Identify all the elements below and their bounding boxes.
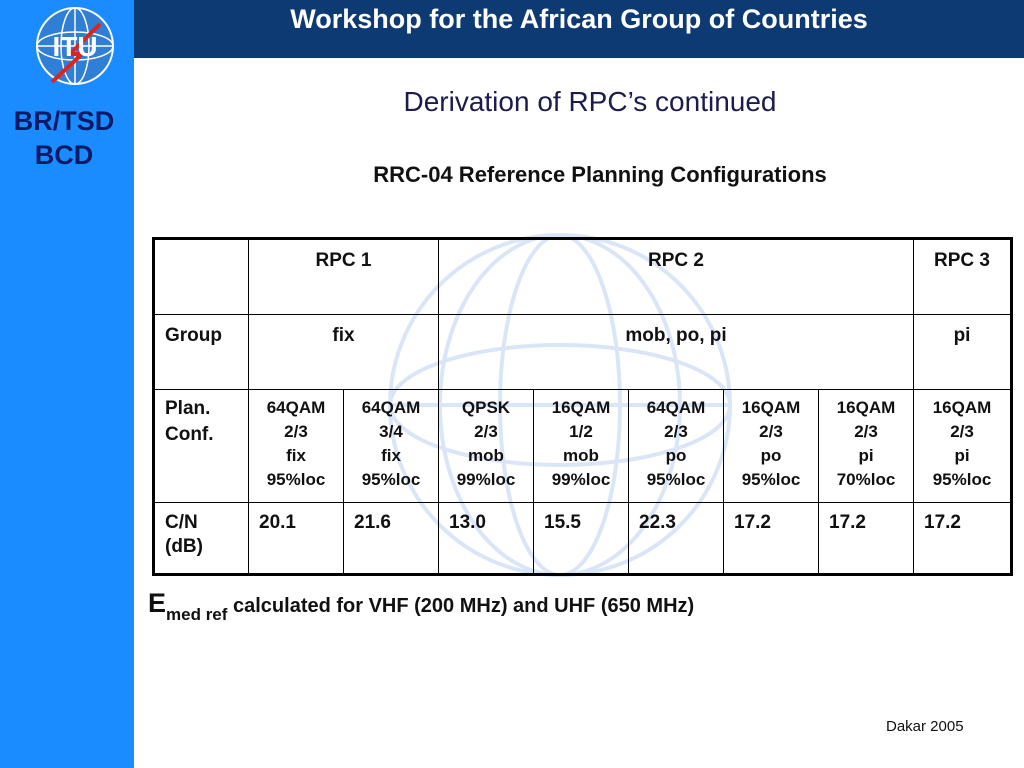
plan-conf-label-line2: Conf. <box>165 424 214 445</box>
cn-value-cell: 17.2 <box>817 502 915 575</box>
slide-title: Derivation of RPC’s continued <box>403 86 777 117</box>
plan-conf-cell: 64QAM 3/4 fix 95%loc <box>343 389 439 503</box>
logo-text: ITU <box>52 31 97 62</box>
header-bar <box>0 0 1024 58</box>
table-header-row: RPC 1 RPC 2 RPC 3 <box>153 238 1013 315</box>
plan-conf-cell: QPSK 2/3 mob 99%loc <box>438 389 534 503</box>
cn-value-cell: 15.5 <box>533 502 629 575</box>
header-title: Workshop for the African Group of Countr… <box>290 4 868 34</box>
plan-conf-cell: 16QAM 2/3 pi 70%loc <box>817 389 915 503</box>
footnote: Emed ref calculated for VHF (200 MHz) an… <box>148 588 694 625</box>
footnote-text: calculated for VHF (200 MHz) and UHF (65… <box>227 595 695 617</box>
plan-conf-label-line1: Plan. <box>165 398 211 419</box>
row-label-group: Group <box>153 314 249 390</box>
cn-value-cell: 17.2 <box>913 502 1013 575</box>
group-rpc1: fix <box>248 314 439 390</box>
footnote-symbol: E <box>148 588 167 618</box>
cn-label-line2: (dB) <box>165 536 203 557</box>
group-rpc2: mob, po, pi <box>437 314 915 390</box>
table-row-group: Group fix mob, po, pi pi <box>153 314 1013 390</box>
cn-value-cell: 17.2 <box>723 502 819 575</box>
cn-value-cell: 20.1 <box>248 502 344 575</box>
cn-value-cell: 22.3 <box>628 502 724 575</box>
header-rpc1: RPC 1 <box>248 238 439 315</box>
rpc-table: RPC 1 RPC 2 RPC 3 Group fix mob, po, pi … <box>152 237 1014 576</box>
table-corner-cell <box>153 238 249 315</box>
itu-logo: ITU <box>0 0 134 100</box>
plan-conf-cell: 64QAM 2/3 po 95%loc <box>628 389 724 503</box>
plan-conf-cell: 16QAM 2/3 pi 95%loc <box>913 389 1013 503</box>
sidebar-label: BR/TSD BCD <box>0 104 128 172</box>
footer-text: Dakar 2005 <box>886 718 964 735</box>
sidebar-label-line2: BCD <box>34 140 94 170</box>
slide-subtitle: RRC-04 Reference Planning Configurations <box>373 162 827 187</box>
group-rpc3: pi <box>913 314 1013 390</box>
cn-value-cell: 13.0 <box>438 502 534 575</box>
left-sidebar <box>0 0 134 768</box>
itu-globe-icon <box>36 7 114 85</box>
row-label-plan-conf: Plan. Conf. <box>153 389 249 503</box>
plan-conf-cell: 16QAM 1/2 mob 99%loc <box>533 389 629 503</box>
plan-conf-cell: 16QAM 2/3 po 95%loc <box>723 389 819 503</box>
footnote-subscript: med ref <box>166 605 228 624</box>
header-rpc3: RPC 3 <box>913 238 1013 315</box>
plan-conf-cell: 64QAM 2/3 fix 95%loc <box>248 389 344 503</box>
header-rpc2: RPC 2 <box>437 238 915 315</box>
cn-label-line1: C/N <box>165 512 198 533</box>
sidebar-label-line1: BR/TSD <box>13 106 115 136</box>
row-label-cn: C/N (dB) <box>153 502 249 575</box>
table-row-plan-conf: Plan. Conf. 64QAM 2/3 fix 95%loc 64QAM 3/4 fi… <box>153 389 1013 503</box>
table-row-cn: C/N (dB) 20.1 21.6 13.0 15.5 22.3 17.2 1… <box>153 502 1013 575</box>
cn-value-cell: 21.6 <box>343 502 439 575</box>
